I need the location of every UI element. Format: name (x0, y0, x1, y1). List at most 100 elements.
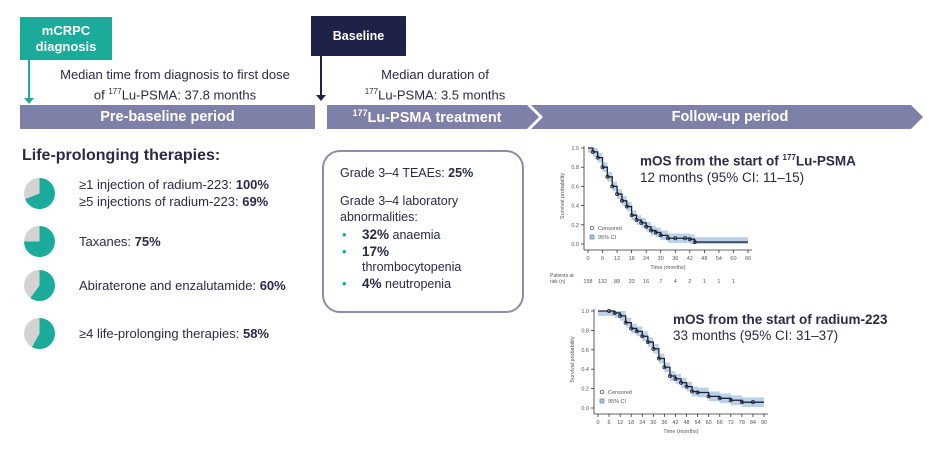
x-tick-label: 90 (761, 420, 767, 426)
risk-table-value: 33 (629, 279, 635, 285)
censor-mark (607, 309, 612, 314)
lab-line2: abnormalities: (340, 210, 418, 224)
x-tick-label: 36 (672, 256, 678, 262)
therapy-line: ≥5 injections of radium-223: 69% (79, 194, 269, 209)
x-tick-label: 24 (643, 256, 649, 262)
therapy-item: Taxanes: 75% (24, 226, 161, 257)
y-tick-label: 0.4 (581, 367, 589, 373)
lab-list: • 32% anaemia • 17% thrombocytopenia • 4% ne… (340, 227, 506, 292)
censor-mark (687, 237, 692, 242)
y-tick-label: 0.0 (581, 406, 589, 412)
censor-mark (634, 329, 639, 334)
y-tick-label: 0.8 (571, 165, 579, 171)
censor-mark (624, 204, 629, 209)
censor-mark (605, 174, 610, 179)
safety-box: Grade 3–4 TEAEs: 25% Grade 3–4 laborator… (322, 150, 524, 313)
x-tick-label: 42 (687, 256, 693, 262)
censor-mark (682, 236, 687, 241)
censor-mark (728, 398, 733, 403)
median-duration-line2: 177Lu-PSMA: 3.5 months (364, 87, 506, 103)
lab-item-neutropenia: • 4% neutropenia (342, 276, 452, 291)
diagnosis-line1: mCRPC (41, 22, 91, 38)
risk-table-value: 88 (614, 279, 620, 285)
censor-mark (684, 384, 689, 389)
risk-table-value: 2 (688, 279, 691, 285)
censor-mark (590, 149, 595, 154)
censor-mark (658, 233, 663, 238)
ci-band (588, 148, 748, 244)
x-tick-label: 42 (672, 420, 678, 426)
x-tick-label: 0 (596, 420, 599, 426)
censor-mark (717, 396, 722, 401)
x-tick-label: 30 (650, 420, 656, 426)
legend-ci-icon (599, 398, 605, 404)
x-tick-label: 54 (695, 420, 701, 426)
censor-mark (673, 376, 678, 381)
therapy-text: ≥1 injection of radium-223: 100% ≥5 injec… (79, 176, 269, 210)
therapy-line: Taxanes: 75% (79, 234, 161, 249)
censor-mark (618, 313, 623, 318)
risk-table-value: 1 (732, 279, 735, 285)
diagnosis-line2: diagnosis (35, 38, 97, 54)
y-tick-label: 0.8 (581, 328, 589, 334)
legend-ci-label: 95% CI (608, 399, 627, 405)
censor-mark (653, 230, 658, 235)
mos-lu-annotation: mOS from the start of 177Lu-PSMA 12 mont… (640, 150, 856, 186)
y-tick-label: 0.6 (581, 348, 589, 354)
pie-chart-icon (24, 226, 55, 257)
teae-line: Grade 3–4 TEAEs: 25% (340, 166, 474, 180)
therapy-item: Abiraterone and enzalutamide: 60% (24, 270, 286, 301)
x-tick-label: 60 (706, 420, 712, 426)
censor-mark (639, 220, 644, 225)
censor-mark (750, 400, 755, 405)
risk-table-value: 16 (643, 279, 649, 285)
therapy-line: ≥4 life-prolonging therapies: 58% (79, 326, 269, 341)
y-tick-label: 1.0 (581, 309, 589, 315)
therapy-item: ≥1 injection of radium-223: 100% ≥5 injec… (24, 176, 269, 210)
x-tick-label: 48 (683, 420, 689, 426)
therapy-text: Abiraterone and enzalutamide: 60% (79, 277, 286, 294)
mos-ra-value: 33 months (95% CI: 31–37) (673, 328, 839, 343)
mos-lu-value: 12 months (95% CI: 11–15) (640, 169, 805, 185)
censor-mark (619, 198, 624, 203)
risk-table-value: 1 (717, 279, 720, 285)
diagnosis-arrow (28, 60, 30, 100)
x-tick-label: 66 (717, 420, 723, 426)
pre-baseline-band: Pre-baseline period (20, 105, 315, 129)
censor-mark (629, 213, 634, 218)
km-chart-lu-psma: 0.00.20.40.60.81.00 6 12 18 24 30 36 42 48 54 60 66… (550, 146, 752, 285)
censor-mark (649, 228, 654, 233)
legend-ci-label: 95% CI (598, 235, 617, 241)
censor-mark (667, 373, 672, 378)
median-duration-line1: Median duration of (381, 67, 489, 82)
x-tick-label: 12 (617, 420, 623, 426)
life-prolonging-title: Life-prolonging therapies: (22, 147, 221, 164)
x-tick-label: 0 (586, 256, 589, 262)
censor-mark (690, 389, 695, 394)
legend-ci-icon (589, 234, 595, 240)
x-tick-label: 18 (629, 256, 635, 262)
risk-table-value: 4 (674, 279, 677, 285)
y-tick-label: 0.2 (581, 387, 589, 393)
x-tick-label: 24 (639, 420, 645, 426)
censor-mark (629, 326, 634, 331)
pie-chart-icon (24, 270, 55, 301)
x-tick-label: 6 (601, 256, 604, 262)
censor-mark (651, 346, 656, 351)
legend-censored-label: Censored (598, 226, 622, 232)
risk-table-label: Patients at (550, 273, 574, 279)
x-tick-label: 12 (614, 256, 620, 262)
legend-censored-icon (599, 389, 605, 395)
x-axis-label: Time (months) (650, 265, 685, 271)
x-tick-label: 30 (658, 256, 664, 262)
x-tick-label: 18 (628, 420, 634, 426)
censor-mark (615, 192, 620, 197)
censor-mark (706, 394, 711, 399)
censor-mark (600, 165, 605, 170)
censor-mark (678, 380, 683, 385)
follow-up-band-shape (531, 105, 923, 129)
x-tick-label: 36 (661, 420, 667, 426)
x-tick-label: 78 (739, 420, 745, 426)
x-tick-label: 6 (608, 420, 611, 426)
censor-mark (662, 365, 667, 370)
